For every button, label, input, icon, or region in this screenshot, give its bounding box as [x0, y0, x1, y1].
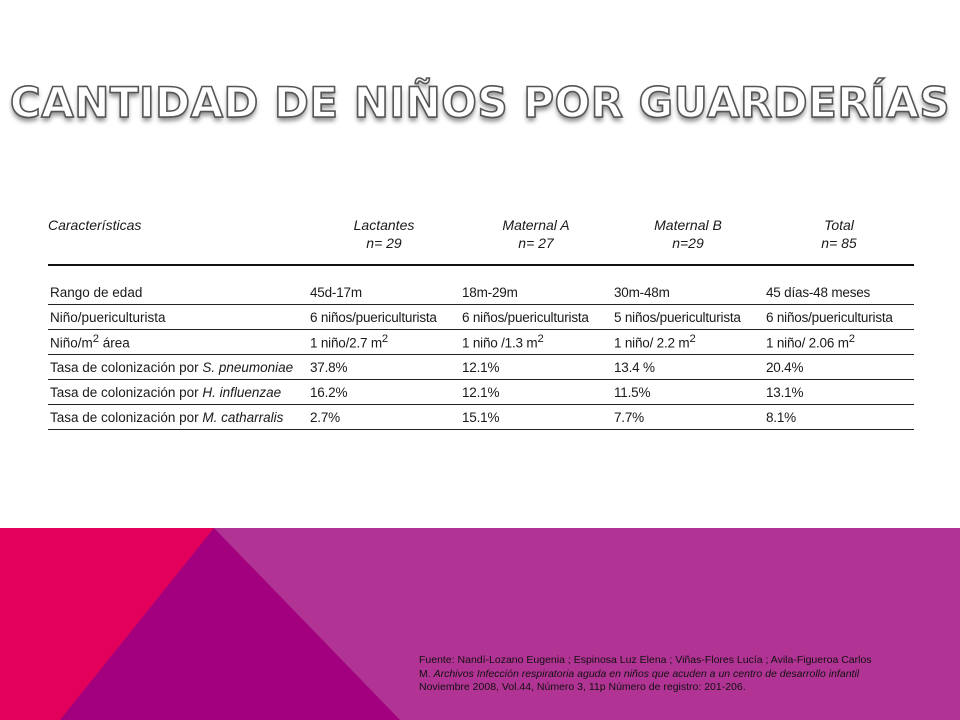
row-label-organism: S. pneumoniae — [202, 359, 294, 375]
cell-value: 1 niño/ 2.2 m — [614, 335, 690, 351]
cell-lactantes: 45d-17m — [308, 280, 460, 305]
source-line-title: M. Archivos Infección respiratoria aguda… — [419, 668, 949, 682]
cell-lactantes: 16.2% — [308, 379, 460, 405]
cell-maternal-b: 13.4 % — [612, 354, 764, 380]
cell-maternal-a: 18m-29m — [460, 280, 612, 305]
row-label: Tasa de colonización por M. catharralis — [48, 404, 308, 430]
band-red-shape — [0, 528, 214, 720]
cell-total: 13.1% — [764, 379, 914, 405]
table-header-row: Características Lactantes n= 29 Maternal… — [48, 214, 914, 266]
row-label-pre: Niño/m — [50, 335, 93, 351]
table-row-m-catharralis: Tasa de colonización por M. catharralis … — [48, 404, 914, 430]
cell-sup: 2 — [537, 333, 544, 346]
row-label-organism: M. catharralis — [202, 409, 284, 425]
source-line-issue: Noviembre 2008, Vol.44, Número 3, 11p Nú… — [419, 681, 746, 693]
cell-total: 20.4% — [764, 354, 914, 380]
bottom-band-shapes — [0, 528, 960, 720]
cell-maternal-b: 30m-48m — [612, 280, 764, 305]
header-total-name: Total — [824, 217, 854, 233]
source-line-authors: Fuente: Nandí-Lozano Eugenia ; Espinosa … — [419, 654, 872, 666]
cell-lactantes: 2.7% — [308, 404, 460, 430]
cell-lactantes: 6 niños/puericulturista — [308, 304, 460, 330]
source-line-title-pre: M. — [419, 667, 434, 680]
cell-sup: 2 — [689, 333, 696, 346]
header-maternal-b-name: Maternal B — [654, 217, 722, 233]
header-maternal-a-n: n= 27 — [518, 235, 554, 251]
cell-sup: 2 — [848, 333, 855, 346]
cell-lactantes: 1 niño/2.7 m2 — [308, 329, 460, 355]
source-line-title-italic: Archivos Infección respiratoria aguda en… — [433, 667, 860, 680]
table-row-child-per-caregiver: Niño/puericulturista 6 niños/puericultur… — [48, 304, 914, 330]
header-total: Total n= 85 — [764, 214, 914, 266]
cell-value: 1 niño/2.7 m — [310, 335, 382, 351]
cell-value: 1 niño /1.3 m — [462, 335, 538, 351]
cell-maternal-b: 7.7% — [612, 404, 764, 430]
row-label-organism: H. influenzae — [202, 384, 282, 400]
row-label-pre: Tasa de colonización por — [50, 384, 203, 400]
header-lactantes-name: Lactantes — [353, 217, 415, 233]
header-maternal-b-n: n=29 — [672, 235, 704, 251]
cell-value: 1 niño/ 2.06 m — [766, 335, 849, 351]
spacer-cell — [48, 265, 914, 280]
cell-maternal-a: 12.1% — [460, 354, 612, 380]
row-label: Tasa de colonización por S. pneumoniae — [48, 354, 308, 380]
row-label-sup: 2 — [92, 333, 100, 346]
header-lactantes: Lactantes n= 29 — [308, 214, 460, 266]
row-label-pre: Tasa de colonización por — [50, 409, 203, 425]
cell-maternal-a: 12.1% — [460, 379, 612, 405]
cell-maternal-a: 15.1% — [460, 404, 612, 430]
characteristics-table: Características Lactantes n= 29 Maternal… — [48, 214, 914, 430]
cell-total: 1 niño/ 2.06 m2 — [764, 329, 914, 355]
daycare-table: Características Lactantes n= 29 Maternal… — [48, 214, 914, 430]
table-row-age-range: Rango de edad 45d-17m 18m-29m 30m-48m 45… — [48, 280, 914, 305]
header-total-n: n= 85 — [821, 235, 857, 251]
header-spacer — [48, 265, 914, 280]
row-label: Tasa de colonización por H. influenzae — [48, 379, 308, 405]
header-lactantes-n: n= 29 — [366, 235, 402, 251]
row-label-post: área — [99, 335, 130, 351]
header-maternal-a: Maternal A n= 27 — [460, 214, 612, 266]
table-row-s-pneumoniae: Tasa de colonización por S. pneumoniae 3… — [48, 354, 914, 380]
decorative-bottom-band — [0, 528, 960, 720]
cell-total: 8.1% — [764, 404, 914, 430]
source-citation: Fuente: Nandí-Lozano Eugenia ; Espinosa … — [419, 654, 949, 695]
slide-title: CANTIDAD DE NIÑOS POR GUARDERÍAS — [9, 78, 951, 127]
table-row-child-per-area: Niño/m2 área 1 niño/2.7 m2 1 niño /1.3 m… — [48, 329, 914, 355]
cell-maternal-b: 5 niños/puericulturista — [612, 304, 764, 330]
header-maternal-a-name: Maternal A — [502, 217, 570, 233]
cell-maternal-a: 6 niños/puericulturista — [460, 304, 612, 330]
cell-total: 45 días-48 meses — [764, 280, 914, 305]
table-row-h-influenzae: Tasa de colonización por H. influenzae 1… — [48, 379, 914, 405]
header-maternal-b: Maternal B n=29 — [612, 214, 764, 266]
row-label: Rango de edad — [48, 280, 308, 305]
row-label-pre: Tasa de colonización por — [50, 359, 203, 375]
row-label: Niño/m2 área — [48, 329, 308, 355]
cell-sup: 2 — [381, 333, 388, 346]
cell-total: 6 niños/puericulturista — [764, 304, 914, 330]
cell-maternal-b: 1 niño/ 2.2 m2 — [612, 329, 764, 355]
cell-maternal-a: 1 niño /1.3 m2 — [460, 329, 612, 355]
cell-lactantes: 37.8% — [308, 354, 460, 380]
row-label: Niño/puericulturista — [48, 304, 308, 330]
header-characteristics: Características — [48, 214, 308, 266]
cell-maternal-b: 11.5% — [612, 379, 764, 405]
